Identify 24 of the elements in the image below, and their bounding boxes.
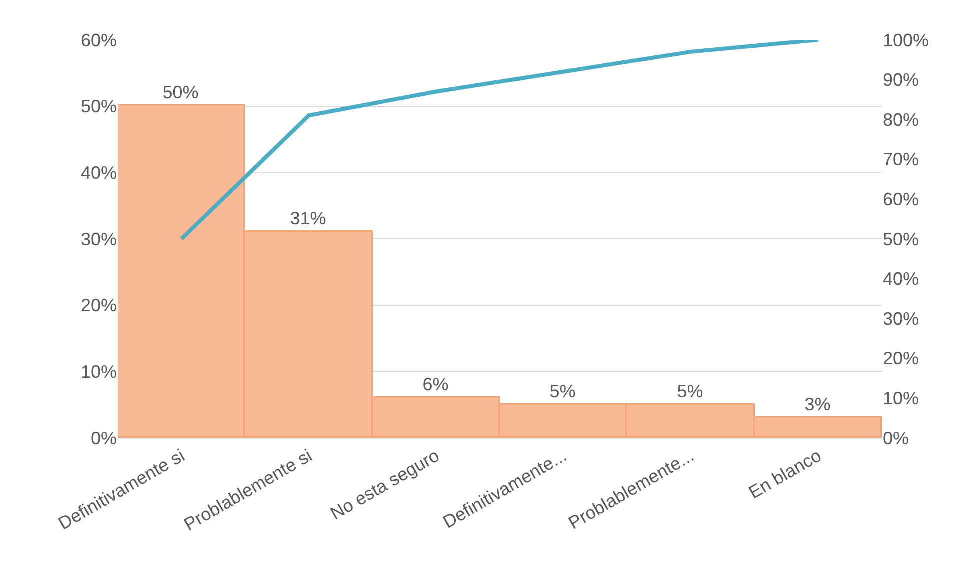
y2-tick-label: 20%	[883, 348, 920, 369]
data-label: 3%	[804, 394, 831, 414]
y2-tick-label: 0%	[883, 428, 910, 448]
y2-tick-label: 30%	[883, 308, 920, 329]
y2-tick-label: 50%	[883, 229, 920, 250]
y2-tick-label: 60%	[883, 190, 920, 210]
y-tick-label: 60%	[80, 30, 117, 50]
y2-tick-label: 100%	[883, 30, 930, 50]
data-label: 6%	[422, 374, 449, 394]
y-tick-label: 10%	[80, 362, 117, 382]
y2-tick-label: 10%	[883, 388, 920, 408]
y-tick-label: 0%	[90, 428, 117, 448]
y2-tick-label: 70%	[883, 150, 920, 170]
data-label: 5%	[677, 381, 704, 402]
data-label: 5%	[550, 381, 576, 402]
y2-tick-label: 40%	[883, 269, 920, 290]
y2-tick-label: 90%	[883, 70, 920, 90]
data-label: 31%	[290, 208, 326, 228]
data-label: 50%	[162, 82, 199, 102]
y-tick-label: 50%	[80, 96, 117, 117]
y-tick-label: 30%	[80, 229, 117, 250]
y-tick-label: 20%	[80, 296, 117, 316]
y-tick-label: 40%	[80, 162, 117, 183]
y2-tick-label: 80%	[883, 110, 920, 130]
